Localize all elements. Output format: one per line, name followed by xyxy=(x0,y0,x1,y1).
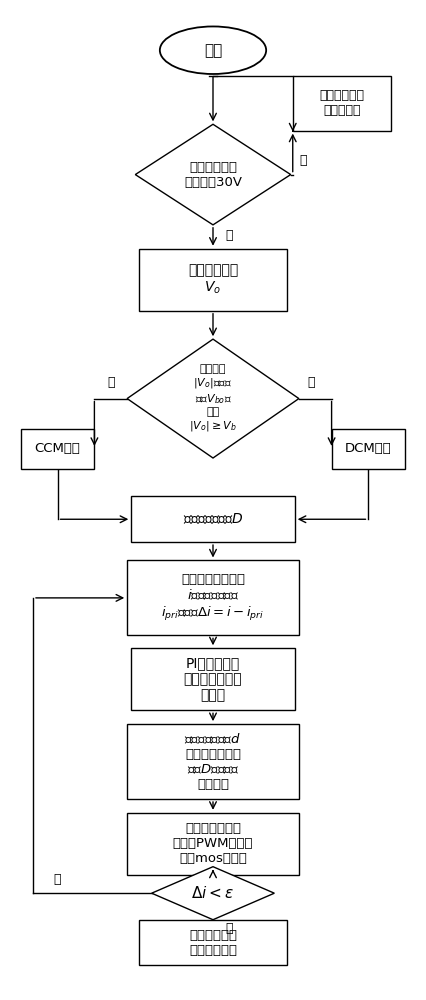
Bar xyxy=(131,648,295,710)
Text: 计算稳态占空比$D$: 计算稳态占空比$D$ xyxy=(183,512,243,527)
Text: 待机，检测光
伏输入电压: 待机，检测光 伏输入电压 xyxy=(320,89,364,117)
Text: 是: 是 xyxy=(107,376,115,389)
Text: $\Delta i < \varepsilon$: $\Delta i < \varepsilon$ xyxy=(191,885,235,901)
Bar xyxy=(127,813,299,875)
Polygon shape xyxy=(152,867,274,920)
Bar xyxy=(331,429,405,469)
Text: 根据总占空比发
相应的PWM波控制
前级mos管动作: 根据总占空比发 相应的PWM波控制 前级mos管动作 xyxy=(173,822,253,865)
Text: 否: 否 xyxy=(308,376,315,389)
Text: PI谐振控制器
计算交流小信号
占空比: PI谐振控制器 计算交流小信号 占空比 xyxy=(184,656,242,702)
Text: 控制光伏逆变
器的并网输出: 控制光伏逆变 器的并网输出 xyxy=(189,929,237,957)
Text: 开始: 开始 xyxy=(204,43,222,58)
Bar xyxy=(131,496,295,542)
Text: 并网电压
$|V_o|$与边界
电压$V_{bo}$比
较，
$|V_o|\geq V_b$: 并网电压 $|V_o|$与边界 电压$V_{bo}$比 较， $|V_o|\ge… xyxy=(189,364,237,433)
Bar xyxy=(127,560,299,635)
Text: 光伏输入电压
是否高于30V: 光伏输入电压 是否高于30V xyxy=(184,161,242,189)
Text: CCM模式: CCM模式 xyxy=(35,442,81,455)
Ellipse shape xyxy=(160,26,266,74)
Polygon shape xyxy=(135,124,291,225)
Bar xyxy=(139,920,287,965)
Text: 交流小信号占空$d$
比与稳态占空比
叠加$D$，计算总
的占空比: 交流小信号占空$d$ 比与稳态占空比 叠加$D$，计算总 的占空比 xyxy=(184,732,242,791)
Bar xyxy=(21,429,95,469)
Text: 检测并网电压
$V_o$: 检测并网电压 $V_o$ xyxy=(188,263,238,296)
Text: 否: 否 xyxy=(54,873,61,886)
Polygon shape xyxy=(127,339,299,458)
Bar xyxy=(139,249,287,311)
Bar xyxy=(127,724,299,799)
Bar xyxy=(293,76,391,131)
Text: 否: 否 xyxy=(299,154,307,167)
Text: 是: 是 xyxy=(225,922,233,935)
Text: 是: 是 xyxy=(225,229,233,242)
Text: DCM模式: DCM模式 xyxy=(345,442,392,455)
Text: 检测前级输入电流
$i$，计算基准电流
$i_{pri}$，计算$\Delta i=i-i_{pri}$: 检测前级输入电流 $i$，计算基准电流 $i_{pri}$，计算$\Delta … xyxy=(161,573,265,623)
